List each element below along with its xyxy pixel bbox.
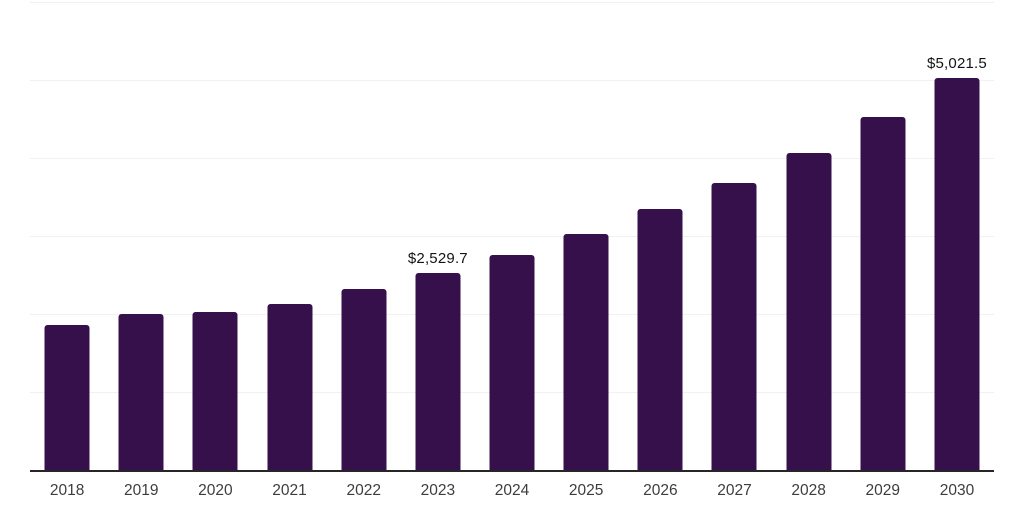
bar-slot-2028 xyxy=(772,2,846,470)
x-tick-label-2019: 2019 xyxy=(123,482,159,499)
plot-area: $2,529.7 $5,021.5 xyxy=(30,2,994,472)
bar-slot-2030: $5,021.5 xyxy=(920,2,994,470)
x-tick-label-2021: 2021 xyxy=(272,482,307,499)
bar-slot-2019 xyxy=(104,2,178,470)
x-tick-label-2022: 2022 xyxy=(346,482,381,499)
bar-slot-2018 xyxy=(30,2,104,470)
bar-2029 xyxy=(860,117,906,470)
bar-2021 xyxy=(267,304,313,470)
bar-2022 xyxy=(341,289,387,470)
gridline-4000 xyxy=(30,157,994,159)
bar-2025 xyxy=(563,233,609,470)
bar-slot-2026 xyxy=(623,2,697,470)
bar-2020 xyxy=(192,312,238,470)
bar-2030 xyxy=(934,78,980,470)
bar-slot-2020 xyxy=(178,2,252,470)
x-tick-label-2026: 2026 xyxy=(643,482,678,499)
bar-slot-2025 xyxy=(549,2,623,470)
bar-2027 xyxy=(711,183,757,470)
bar-2024 xyxy=(489,255,535,470)
bar-2026 xyxy=(637,209,683,470)
x-tick-label-2024: 2024 xyxy=(494,482,530,499)
gridline-6000 xyxy=(30,2,994,3)
x-tick-label-2030: 2030 xyxy=(939,482,975,499)
x-tick-label-2027: 2027 xyxy=(717,482,752,499)
bar-slot-2029 xyxy=(846,2,920,470)
x-tick-label-2020: 2020 xyxy=(198,482,233,499)
x-tick-label-2025: 2025 xyxy=(568,482,604,499)
bar-slot-2022 xyxy=(327,2,401,470)
bar-2018 xyxy=(44,324,90,470)
bar-value-label-2023: $2,529.7 xyxy=(407,249,468,267)
x-axis: 2018 2019 2020 2021 2022 2023 2024 2025 2026 2027… xyxy=(30,482,994,500)
x-tick-label-2023: 2023 xyxy=(420,482,456,499)
bar-value-label-2030: $5,021.5 xyxy=(926,55,987,73)
bar-slot-2027 xyxy=(697,2,771,470)
bar-slot-2024 xyxy=(475,2,549,470)
x-tick-label-2029: 2029 xyxy=(865,482,901,499)
bar-2028 xyxy=(786,152,832,470)
x-tick-label-2018: 2018 xyxy=(49,482,85,499)
bars-row: $2,529.7 $5,021.5 xyxy=(30,2,994,470)
bar-slot-2021 xyxy=(252,2,326,470)
bar-slot-2023: $2,529.7 xyxy=(401,2,475,470)
bar-2019 xyxy=(118,313,164,470)
x-tick-label-2028: 2028 xyxy=(791,482,826,499)
bar-2023 xyxy=(415,272,461,470)
gridline-3000 xyxy=(30,236,994,237)
gridline-5000 xyxy=(30,79,994,81)
